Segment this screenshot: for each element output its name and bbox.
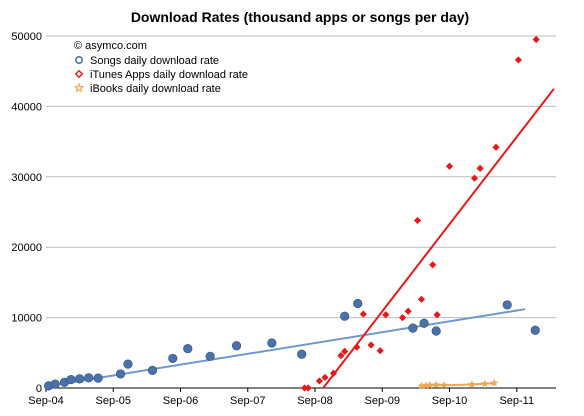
songs-data-point xyxy=(168,353,178,364)
apps-data-point xyxy=(514,56,523,64)
apps-data-point xyxy=(315,377,324,385)
songs-data-point xyxy=(431,326,441,336)
copyright-annotation: © asymco.com xyxy=(74,40,147,52)
point-layer xyxy=(43,35,540,392)
songs-data-point xyxy=(75,374,85,384)
songs-data-point xyxy=(231,341,242,351)
legend-marker-ibooks xyxy=(73,82,85,93)
songs-data-point xyxy=(353,298,363,309)
apps-data-point xyxy=(398,314,407,322)
legend-label-songs: Songs daily download rate xyxy=(90,55,219,67)
apps-data-point xyxy=(376,347,384,355)
songs-data-point xyxy=(183,343,193,354)
legend-label-apps: iTunes Apps daily download rate xyxy=(90,69,248,81)
apps-data-point xyxy=(353,343,361,351)
ibooks-data-point xyxy=(490,378,499,387)
y-tick-label: 50000 xyxy=(11,31,42,43)
apps-data-point xyxy=(429,261,437,269)
y-tick-label: 0 xyxy=(36,383,42,395)
apps-data-point xyxy=(382,311,390,319)
songs-data-point xyxy=(297,349,307,359)
chart-title: Download Rates (thousand apps or songs p… xyxy=(131,9,469,25)
apps-data-point xyxy=(417,295,426,303)
apps-data-point xyxy=(492,143,500,151)
x-tick-label: Sep-09 xyxy=(365,395,400,407)
ibooks-data-point xyxy=(432,380,441,389)
apps-data-point xyxy=(359,310,367,318)
apps-data-point xyxy=(404,307,412,315)
songs-data-point xyxy=(123,359,133,369)
x-tick-label: Sep-10 xyxy=(432,395,467,407)
apps-trend-line xyxy=(321,88,555,388)
legend-marker-songs xyxy=(75,55,84,64)
legend: © asymco.com Songs daily download rate iT… xyxy=(73,40,248,95)
songs-data-point xyxy=(147,365,158,376)
ibooks-data-point xyxy=(480,379,489,388)
apps-data-point xyxy=(329,369,338,377)
ibooks-data-point xyxy=(425,380,434,389)
songs-data-point xyxy=(50,379,60,389)
legend-label-ibooks: iBooks daily download rate xyxy=(90,83,221,95)
apps-data-point xyxy=(321,373,329,382)
x-tick-label: Sep-08 xyxy=(297,395,332,407)
songs-data-point xyxy=(340,311,350,321)
songs-data-point xyxy=(93,373,103,383)
songs-data-point xyxy=(66,374,76,385)
songs-data-point xyxy=(419,318,429,328)
songs-data-point xyxy=(115,369,126,379)
apps-data-point xyxy=(445,162,454,170)
x-tick-label: Sep-05 xyxy=(96,395,131,407)
axis-layer: 0 10000 20000 30000 40000 50000 Sep-04 Sep-05 Se… xyxy=(11,31,556,407)
apps-data-point xyxy=(337,352,345,360)
songs-data-point xyxy=(408,323,418,333)
songs-data-point xyxy=(502,300,512,310)
y-tick-label: 40000 xyxy=(11,101,42,113)
ibooks-data-point xyxy=(417,381,426,390)
x-tick-label: Sep-04 xyxy=(28,395,63,407)
apps-data-point xyxy=(413,216,422,225)
y-tick-label: 20000 xyxy=(11,242,42,254)
apps-data-point xyxy=(341,347,349,355)
x-tick-label: Sep-07 xyxy=(230,395,265,407)
y-tick-label: 30000 xyxy=(11,172,42,184)
apps-data-point xyxy=(532,35,540,44)
apps-data-point xyxy=(433,311,441,319)
ibooks-data-point xyxy=(439,380,448,389)
x-tick-label: Sep-06 xyxy=(163,395,198,407)
apps-data-point xyxy=(300,384,309,392)
songs-data-point xyxy=(205,351,215,361)
ibooks-data-point xyxy=(467,380,476,388)
x-tick-label: Sep-11 xyxy=(499,395,534,407)
apps-data-point xyxy=(470,174,479,182)
y-tick-label: 10000 xyxy=(11,313,42,325)
apps-data-point xyxy=(367,341,375,349)
songs-data-point xyxy=(267,338,277,348)
legend-marker-apps xyxy=(74,69,84,79)
songs-data-point xyxy=(84,373,94,383)
apps-data-point xyxy=(304,384,312,392)
songs-trend-line xyxy=(48,308,526,387)
apps-data-point xyxy=(476,164,484,172)
songs-data-point xyxy=(530,325,540,335)
